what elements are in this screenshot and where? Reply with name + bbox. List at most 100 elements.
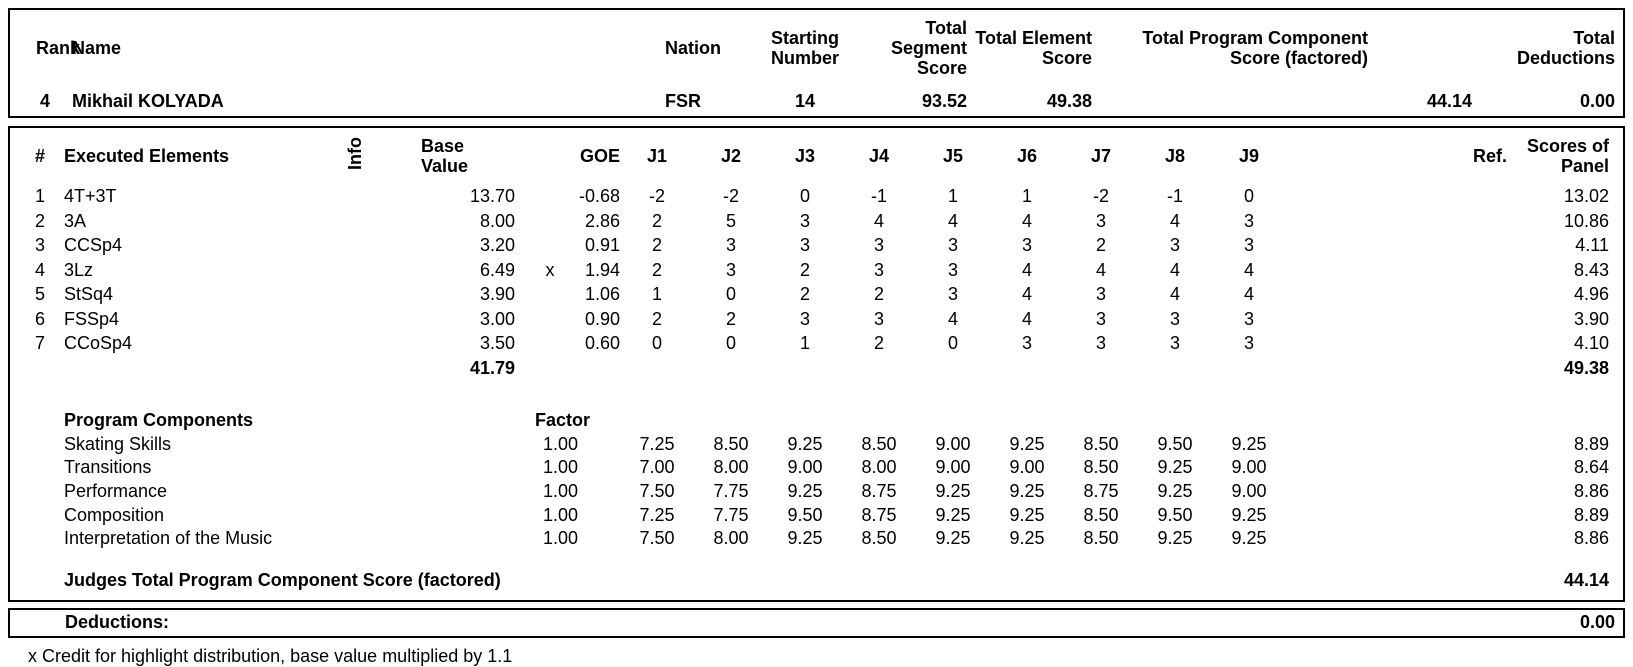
component-judge-score: 7.25 <box>639 433 675 454</box>
executed-elements-header: Executed Elements <box>64 145 230 166</box>
element-judge-score: 3 <box>799 210 810 231</box>
goe-header: GOE <box>579 145 620 166</box>
element-panel-score: 4.10 <box>1573 333 1609 353</box>
element-judge-score: 4 <box>1021 284 1032 304</box>
component-judge-score: 9.00 <box>935 433 971 454</box>
element-base-value: 6.49 <box>479 259 515 280</box>
skater-nation: FSR <box>665 90 701 111</box>
skater-pcs-factored: 44.14 <box>1426 90 1472 111</box>
element-credit-mark <box>525 307 575 332</box>
element-judge-score: 3 <box>725 235 736 255</box>
element-info-mark <box>335 331 375 356</box>
element-judge-score: 3 <box>1243 210 1254 231</box>
element-judge-score: 1 <box>947 186 958 206</box>
element-judge-score: 2 <box>651 210 662 231</box>
element-judge-score: 2 <box>873 284 884 304</box>
element-judge-score: 3 <box>873 259 884 280</box>
judge-column-header: J1 <box>646 145 668 166</box>
component-judge-score: 7.25 <box>639 504 675 525</box>
element-credit-mark <box>525 282 575 307</box>
component-judge-score: 7.00 <box>639 457 675 478</box>
component-judge-score: 9.25 <box>787 433 823 454</box>
element-row: 3 CCSp4 3.20 0.91 2 3 3 3 3 3 2 3 3 4.11 <box>10 233 1623 258</box>
element-row: 5 StSq4 3.90 1.06 1 0 2 2 3 4 3 4 4 4.96 <box>10 282 1623 307</box>
element-judge-score: -1 <box>1166 186 1183 206</box>
element-judge-score: 4 <box>1021 259 1032 280</box>
element-rows-group: 1 4T+3T 13.70 -0.68 -2 -2 0 -1 1 1 -2 -1 0 13.02 2 3A 8.… <box>10 184 1623 356</box>
info-rotated-label: Info <box>344 137 365 171</box>
element-base-value: 3.50 <box>479 333 515 353</box>
component-judge-score: 8.00 <box>861 457 897 478</box>
component-judge-score: 7.50 <box>639 480 675 501</box>
element-judge-score: 4 <box>1095 259 1106 280</box>
component-panel-score: 8.89 <box>1573 433 1609 454</box>
element-judge-score: 1 <box>1021 186 1032 206</box>
starting-number-header: Starting Number <box>770 27 839 68</box>
component-rows-group: Skating Skills 1.00 7.25 8.50 9.25 8.50 9.00 9.… <box>10 433 1623 551</box>
segment-score-header: Total Segment Score <box>890 17 967 79</box>
element-score-header: Total Element Score <box>975 27 1092 68</box>
element-judge-score: 4 <box>947 210 958 231</box>
component-row: Interpretation of the Music 1.00 7.50 8.00 9… <box>10 527 1623 551</box>
element-ref <box>1286 307 1515 332</box>
element-judge-score: 4 <box>1021 308 1032 329</box>
element-panel-score: 4.96 <box>1573 284 1609 304</box>
element-number: 7 <box>34 333 45 353</box>
component-judge-score: 8.50 <box>1083 528 1119 549</box>
program-components-title: Program Components <box>64 409 254 430</box>
element-judge-score: 0 <box>947 333 958 353</box>
element-judge-score: 3 <box>947 284 958 304</box>
element-judge-score: 0 <box>799 186 810 206</box>
component-judge-score: 8.50 <box>1083 504 1119 525</box>
component-judge-score: 8.50 <box>861 433 897 454</box>
ref-header: Ref. <box>1472 145 1507 166</box>
element-base-value: 3.90 <box>479 284 515 304</box>
deductions-label: Deductions: <box>65 612 170 633</box>
summary-table: Rank Name Nation Starting Number Total S… <box>8 8 1625 118</box>
element-judge-score: 4 <box>1169 259 1180 280</box>
component-factor: 1.00 <box>542 433 578 454</box>
judge-column-header: J8 <box>1164 145 1186 166</box>
spacer <box>10 356 375 381</box>
component-judge-score: 9.25 <box>935 504 971 525</box>
judges-total-value: 44.14 <box>1563 569 1609 590</box>
element-judge-score: 3 <box>873 235 884 255</box>
component-judge-score: 9.50 <box>787 504 823 525</box>
element-judge-score: 3 <box>1243 235 1254 255</box>
component-judge-score: 9.25 <box>1009 528 1045 549</box>
element-judge-score: -2 <box>1092 186 1109 206</box>
element-goe: 1.06 <box>584 284 620 304</box>
element-credit-mark: x <box>545 259 555 280</box>
skater-rank: 4 <box>39 90 50 111</box>
component-judge-score: 9.25 <box>1231 504 1267 525</box>
element-judge-score: 4 <box>1169 284 1180 304</box>
element-info-mark <box>335 258 375 283</box>
judge-column-header: J5 <box>942 145 964 166</box>
component-factor: 1.00 <box>542 457 578 478</box>
component-judge-score: 8.00 <box>713 528 749 549</box>
component-name: Performance <box>64 480 168 501</box>
component-judge-score: 9.25 <box>935 480 971 501</box>
element-judge-score: 3 <box>1169 235 1180 255</box>
component-ref <box>1286 456 1515 480</box>
component-judge-score: 8.75 <box>861 480 897 501</box>
component-judge-score: 8.75 <box>1083 480 1119 501</box>
name-header: Name <box>72 37 122 58</box>
element-judge-score: 3 <box>1169 333 1180 353</box>
component-judge-score: 8.50 <box>1083 433 1119 454</box>
judge-column-header: J9 <box>1238 145 1260 166</box>
component-judge-score: 9.00 <box>1009 457 1045 478</box>
element-base-value: 8.00 <box>479 210 515 231</box>
element-number: 5 <box>34 284 45 304</box>
component-judge-score: 9.00 <box>1231 457 1267 478</box>
element-judge-score: 3 <box>873 308 884 329</box>
element-ref <box>1286 331 1515 356</box>
element-name: CCSp4 <box>64 235 123 255</box>
element-panel-score: 3.90 <box>1573 308 1609 329</box>
skater-row: 4 Mikhail KOLYADA FSR 14 93.52 49.38 44.… <box>10 86 1623 116</box>
scores-of-panel-header: Scores of Panel <box>1526 135 1609 176</box>
element-ref <box>1286 282 1515 307</box>
element-panel-score: 13.02 <box>1563 186 1609 206</box>
element-name: 3Lz <box>64 259 94 280</box>
